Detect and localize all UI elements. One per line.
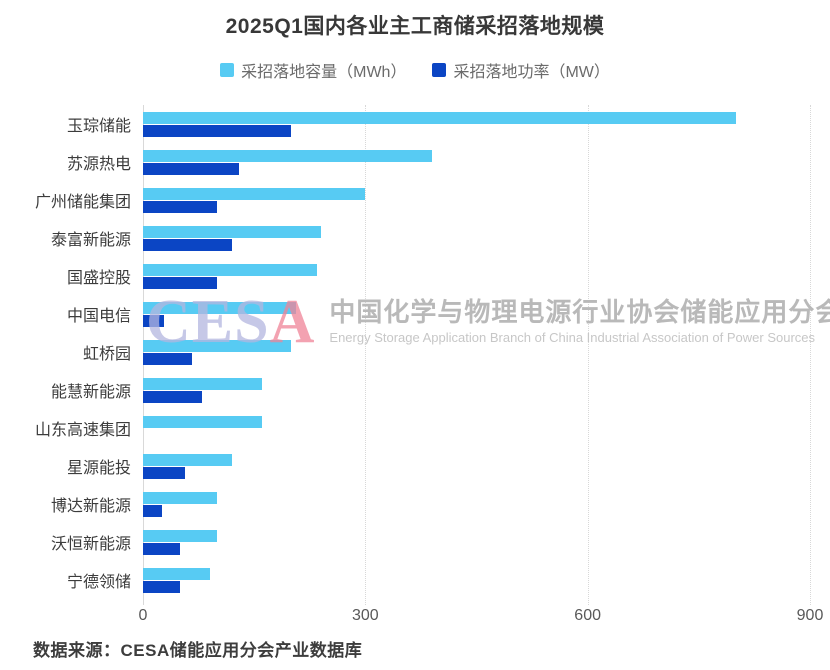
- x-tick-label: 900: [796, 607, 824, 624]
- gridline: [365, 105, 367, 605]
- category-label: 能慧新能源: [50, 384, 131, 401]
- bar-rows: [143, 105, 810, 599]
- bar-row: [143, 409, 810, 447]
- power-bar: [143, 504, 162, 517]
- power-bar: [143, 314, 164, 327]
- x-tick-label: 300: [351, 607, 379, 624]
- gridline: [810, 105, 811, 605]
- capacity-bar: [143, 529, 218, 542]
- capacity-bar: [143, 453, 232, 466]
- bar-row: [143, 105, 810, 143]
- bar-row: [143, 295, 810, 333]
- legend-label: 采招落地功率（MW）: [453, 64, 610, 81]
- capacity-bar: [143, 567, 210, 580]
- capacity-bar: [143, 301, 297, 314]
- category-label: 玉琮储能: [66, 118, 131, 135]
- category-label: 宁德领储: [66, 574, 131, 591]
- capacity-bar: [143, 263, 318, 276]
- bar-row: [143, 371, 810, 409]
- bar-row: [143, 219, 810, 257]
- legend-swatch: [220, 63, 235, 77]
- category-label: 虹桥园: [82, 346, 131, 363]
- bar-row: [143, 143, 810, 181]
- legend-item: 采招落地功率（MW）: [432, 58, 610, 82]
- power-bar: [143, 276, 218, 289]
- chart-title: 2025Q1国内各业主工商储采招落地规模: [225, 15, 605, 38]
- gridline: [587, 105, 589, 605]
- capacity-bar: [143, 149, 433, 162]
- category-label: 苏源热电: [66, 156, 131, 173]
- bar-row: [143, 333, 810, 371]
- power-bar: [143, 390, 203, 403]
- category-label: 国盛控股: [66, 270, 131, 287]
- category-label: 山东高速集团: [34, 422, 131, 439]
- bar-row: [143, 561, 810, 599]
- category-label: 博达新能源: [50, 498, 131, 515]
- legend: 采招落地容量（MWh） 采招落地功率（MW）: [0, 58, 830, 82]
- capacity-bar: [143, 491, 218, 504]
- bar-chart: 0 300 600 900: [139, 105, 823, 624]
- category-label: 广州储能集团: [34, 194, 131, 211]
- category-label: 沃恒新能源: [50, 536, 131, 553]
- power-bar: [143, 238, 232, 251]
- power-bar: [143, 162, 240, 175]
- capacity-bar: [143, 339, 292, 352]
- category-label: 中国电信: [66, 308, 131, 325]
- legend-swatch: [432, 63, 447, 77]
- capacity-bar: [143, 187, 366, 200]
- power-bar: [143, 352, 192, 365]
- legend-item: 采招落地容量（MWh）: [220, 58, 406, 82]
- power-bar: [143, 124, 292, 137]
- bar-row: [143, 447, 810, 485]
- x-axis: 0 300 600 900: [139, 607, 824, 629]
- capacity-bar: [143, 225, 321, 238]
- power-bar: [143, 580, 181, 593]
- capacity-bar: [143, 415, 262, 428]
- category-label: 星源能投: [66, 460, 131, 477]
- bar-row: [143, 523, 810, 561]
- category-axis: 玉琮储能苏源热电广州储能集团泰富新能源国盛控股中国电信虹桥园能慧新能源山东高速集…: [0, 105, 131, 599]
- bar-row: [143, 485, 810, 523]
- power-bar: [143, 200, 218, 213]
- power-bar: [143, 466, 186, 479]
- x-tick-label: 600: [574, 607, 602, 624]
- capacity-bar: [143, 377, 262, 390]
- bar-row: [143, 257, 810, 295]
- power-bar: [143, 542, 181, 555]
- data-source: 数据来源：CESA储能应用分会产业数据库: [33, 641, 363, 660]
- category-label: 泰富新能源: [50, 232, 131, 249]
- legend-label: 采招落地容量（MWh）: [241, 64, 407, 81]
- capacity-bar: [143, 111, 736, 124]
- bar-row: [143, 181, 810, 219]
- x-tick-label: 0: [138, 607, 148, 624]
